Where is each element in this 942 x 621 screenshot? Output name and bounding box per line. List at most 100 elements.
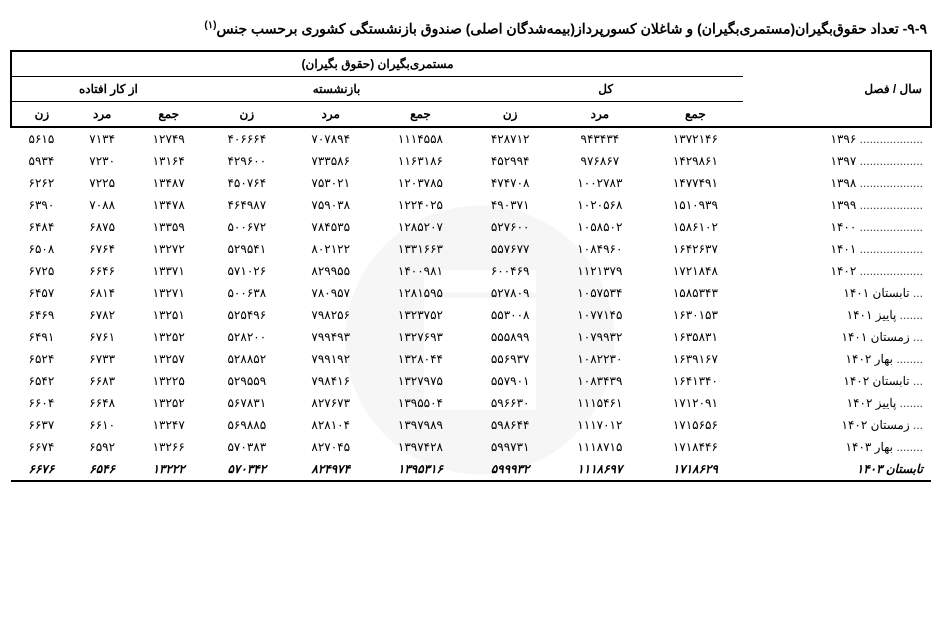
cell-year: ................... ۱۴۰۱: [743, 238, 931, 260]
table-row: ................... ۱۴۰۰۱۵۸۶۱۰۲۱۰۵۸۵۰۲۵۲…: [11, 216, 931, 238]
cell-year: تابستان ۱۴۰۳: [743, 458, 931, 481]
cell-total-female: ۵۵۷۹۰۱: [468, 370, 552, 392]
cell-total-sum: ۱۳۷۲۱۴۶: [648, 127, 744, 150]
cell-total-male: ۱۰۰۲۷۸۳: [552, 172, 648, 194]
table-row: ... تابستان ۱۴۰۲۱۶۴۱۳۴۰۱۰۸۳۴۳۹۵۵۷۹۰۱۱۳۲۷…: [11, 370, 931, 392]
cell-total-sum: ۱۷۱۲۰۹۱: [648, 392, 744, 414]
cell-disabled-sum: ۱۳۲۵۱: [133, 304, 205, 326]
cell-retired-male: ۷۹۹۴۹۳: [289, 326, 373, 348]
table-row: ... تابستان ۱۴۰۱۱۵۸۵۳۴۳۱۰۵۷۵۳۴۵۲۷۸۰۹۱۲۸۱…: [11, 282, 931, 304]
cell-retired-female: ۵۲۹۵۴۱: [205, 238, 289, 260]
cell-total-sum: ۱۴۷۷۴۹۱: [648, 172, 744, 194]
cell-total-sum: ۱۶۴۱۳۴۰: [648, 370, 744, 392]
cell-retired-sum: ۱۲۲۴۰۲۵: [373, 194, 469, 216]
cell-year: ........ بهار ۱۴۰۳: [743, 436, 931, 458]
cell-disabled-sum: ۱۳۲۵۲: [133, 326, 205, 348]
cell-total-male: ۱۰۵۸۵۰۲: [552, 216, 648, 238]
cell-total-male: ۱۰۸۳۴۳۹: [552, 370, 648, 392]
cell-year: ... تابستان ۱۴۰۲: [743, 370, 931, 392]
cell-total-sum: ۱۷۱۸۶۲۹: [648, 458, 744, 481]
cell-year: ................... ۱۳۹۷: [743, 150, 931, 172]
cell-disabled-female: ۶۴۶۹: [11, 304, 72, 326]
cell-retired-male: ۷۹۸۴۱۶: [289, 370, 373, 392]
cell-retired-male: ۷۹۸۲۵۶: [289, 304, 373, 326]
table-row: ... زمستان ۱۴۰۱۱۶۳۵۸۳۱۱۰۷۹۹۳۲۵۵۵۸۹۹۱۳۲۷۶…: [11, 326, 931, 348]
cell-disabled-male: ۶۶۴۸: [72, 392, 133, 414]
cell-year: ................... ۱۴۰۲: [743, 260, 931, 282]
cell-disabled-male: ۶۵۴۶: [72, 458, 133, 481]
cell-retired-sum: ۱۲۸۱۵۹۵: [373, 282, 469, 304]
cell-total-female: ۴۹۰۳۷۱: [468, 194, 552, 216]
table-row: ................... ۱۳۹۹۱۵۱۰۹۳۹۱۰۲۰۵۶۸۴۹…: [11, 194, 931, 216]
cell-disabled-female: ۶۵۰۸: [11, 238, 72, 260]
cell-retired-female: ۴۰۶۶۶۴: [205, 127, 289, 150]
cell-retired-male: ۷۹۹۱۹۲: [289, 348, 373, 370]
cell-total-female: ۶۰۰۴۶۹: [468, 260, 552, 282]
cell-disabled-male: ۷۲۳۰: [72, 150, 133, 172]
table-header: سال / فصل مستمری‌بگیران (حقوق بگیران) کل…: [11, 51, 931, 127]
cell-disabled-sum: ۱۳۳۷۱: [133, 260, 205, 282]
cell-retired-male: ۸۲۴۹۷۴: [289, 458, 373, 481]
cell-retired-female: ۵۰۰۶۷۲: [205, 216, 289, 238]
cell-disabled-female: ۶۵۲۴: [11, 348, 72, 370]
table-row: ................... ۱۴۰۱۱۶۴۲۶۳۷۱۰۸۴۹۶۰۵۵…: [11, 238, 931, 260]
cell-retired-male: ۸۲۹۹۵۵: [289, 260, 373, 282]
cell-total-male: ۱۰۸۲۲۳۰: [552, 348, 648, 370]
cell-total-sum: ۱۷۱۸۴۴۶: [648, 436, 744, 458]
header-disabled-male: مرد: [72, 101, 133, 127]
cell-retired-female: ۴۲۹۶۰۰: [205, 150, 289, 172]
header-total-female: زن: [468, 101, 552, 127]
cell-total-male: ۱۰۲۰۵۶۸: [552, 194, 648, 216]
cell-disabled-sum: ۱۳۱۶۴: [133, 150, 205, 172]
header-year: سال / فصل: [743, 51, 931, 127]
header-total: کل: [468, 76, 743, 101]
cell-disabled-sum: ۱۳۲۴۷: [133, 414, 205, 436]
cell-disabled-male: ۶۷۶۱: [72, 326, 133, 348]
cell-disabled-male: ۶۷۶۴: [72, 238, 133, 260]
table-row: ................... ۱۳۹۷۱۴۲۹۸۶۱۹۷۶۸۶۷۴۵۲…: [11, 150, 931, 172]
cell-total-male: ۹۴۳۴۳۴: [552, 127, 648, 150]
table-body: ................... ۱۳۹۶۱۳۷۲۱۴۶۹۴۳۴۳۴۴۲۸…: [11, 127, 931, 481]
cell-disabled-female: ۶۶۰۴: [11, 392, 72, 414]
cell-disabled-sum: ۱۳۴۷۸: [133, 194, 205, 216]
cell-disabled-sum: ۱۳۲۷۱: [133, 282, 205, 304]
cell-retired-male: ۷۰۷۸۹۴: [289, 127, 373, 150]
cell-total-female: ۵۹۸۶۴۴: [468, 414, 552, 436]
cell-retired-sum: ۱۳۹۵۳۱۶: [373, 458, 469, 481]
table-row: ................... ۱۴۰۲۱۷۲۱۸۴۸۱۱۲۱۳۷۹۶۰…: [11, 260, 931, 282]
cell-disabled-male: ۷۱۳۴: [72, 127, 133, 150]
cell-disabled-female: ۶۴۵۷: [11, 282, 72, 304]
cell-total-female: ۵۵۳۰۰۸: [468, 304, 552, 326]
cell-retired-female: ۵۲۹۵۵۹: [205, 370, 289, 392]
cell-total-sum: ۱۶۳۵۸۳۱: [648, 326, 744, 348]
cell-retired-female: ۵۲۵۴۹۶: [205, 304, 289, 326]
cell-retired-female: ۵۲۸۸۵۲: [205, 348, 289, 370]
cell-total-female: ۵۹۹۷۳۱: [468, 436, 552, 458]
header-disabled: از کار افتاده: [11, 76, 205, 101]
cell-retired-male: ۷۸۰۹۵۷: [289, 282, 373, 304]
cell-disabled-male: ۶۸۱۴: [72, 282, 133, 304]
header-disabled-sum: جمع: [133, 101, 205, 127]
cell-retired-female: ۵۶۹۸۸۵: [205, 414, 289, 436]
pension-data-table: سال / فصل مستمری‌بگیران (حقوق بگیران) کل…: [10, 50, 932, 482]
cell-disabled-female: ۶۷۲۵: [11, 260, 72, 282]
cell-retired-male: ۷۵۳۰۲۱: [289, 172, 373, 194]
cell-total-female: ۵۲۷۶۰۰: [468, 216, 552, 238]
cell-total-male: ۱۱۱۵۴۶۱: [552, 392, 648, 414]
cell-year: ... زمستان ۱۴۰۱: [743, 326, 931, 348]
cell-total-sum: ۱۵۸۶۱۰۲: [648, 216, 744, 238]
cell-disabled-sum: ۱۳۲۲۲: [133, 458, 205, 481]
cell-retired-male: ۷۸۴۵۳۵: [289, 216, 373, 238]
cell-total-sum: ۱۶۳۹۱۶۷: [648, 348, 744, 370]
cell-disabled-female: ۶۲۶۲: [11, 172, 72, 194]
title-text: تعداد حقوق‌بگیران(مستمری‌بگیران) و شاغلا…: [216, 21, 898, 37]
cell-total-male: ۱۱۱۸۷۱۵: [552, 436, 648, 458]
cell-retired-male: ۸۲۷۶۷۳: [289, 392, 373, 414]
cell-retired-sum: ۱۳۹۷۹۸۹: [373, 414, 469, 436]
cell-retired-sum: ۱۱۱۴۵۵۸: [373, 127, 469, 150]
cell-retired-male: ۸۲۷۰۴۵: [289, 436, 373, 458]
cell-retired-sum: ۱۲۰۳۷۸۵: [373, 172, 469, 194]
cell-retired-sum: ۱۳۲۸۰۴۴: [373, 348, 469, 370]
cell-total-female: ۴۷۴۷۰۸: [468, 172, 552, 194]
cell-disabled-sum: ۱۳۲۵۷: [133, 348, 205, 370]
